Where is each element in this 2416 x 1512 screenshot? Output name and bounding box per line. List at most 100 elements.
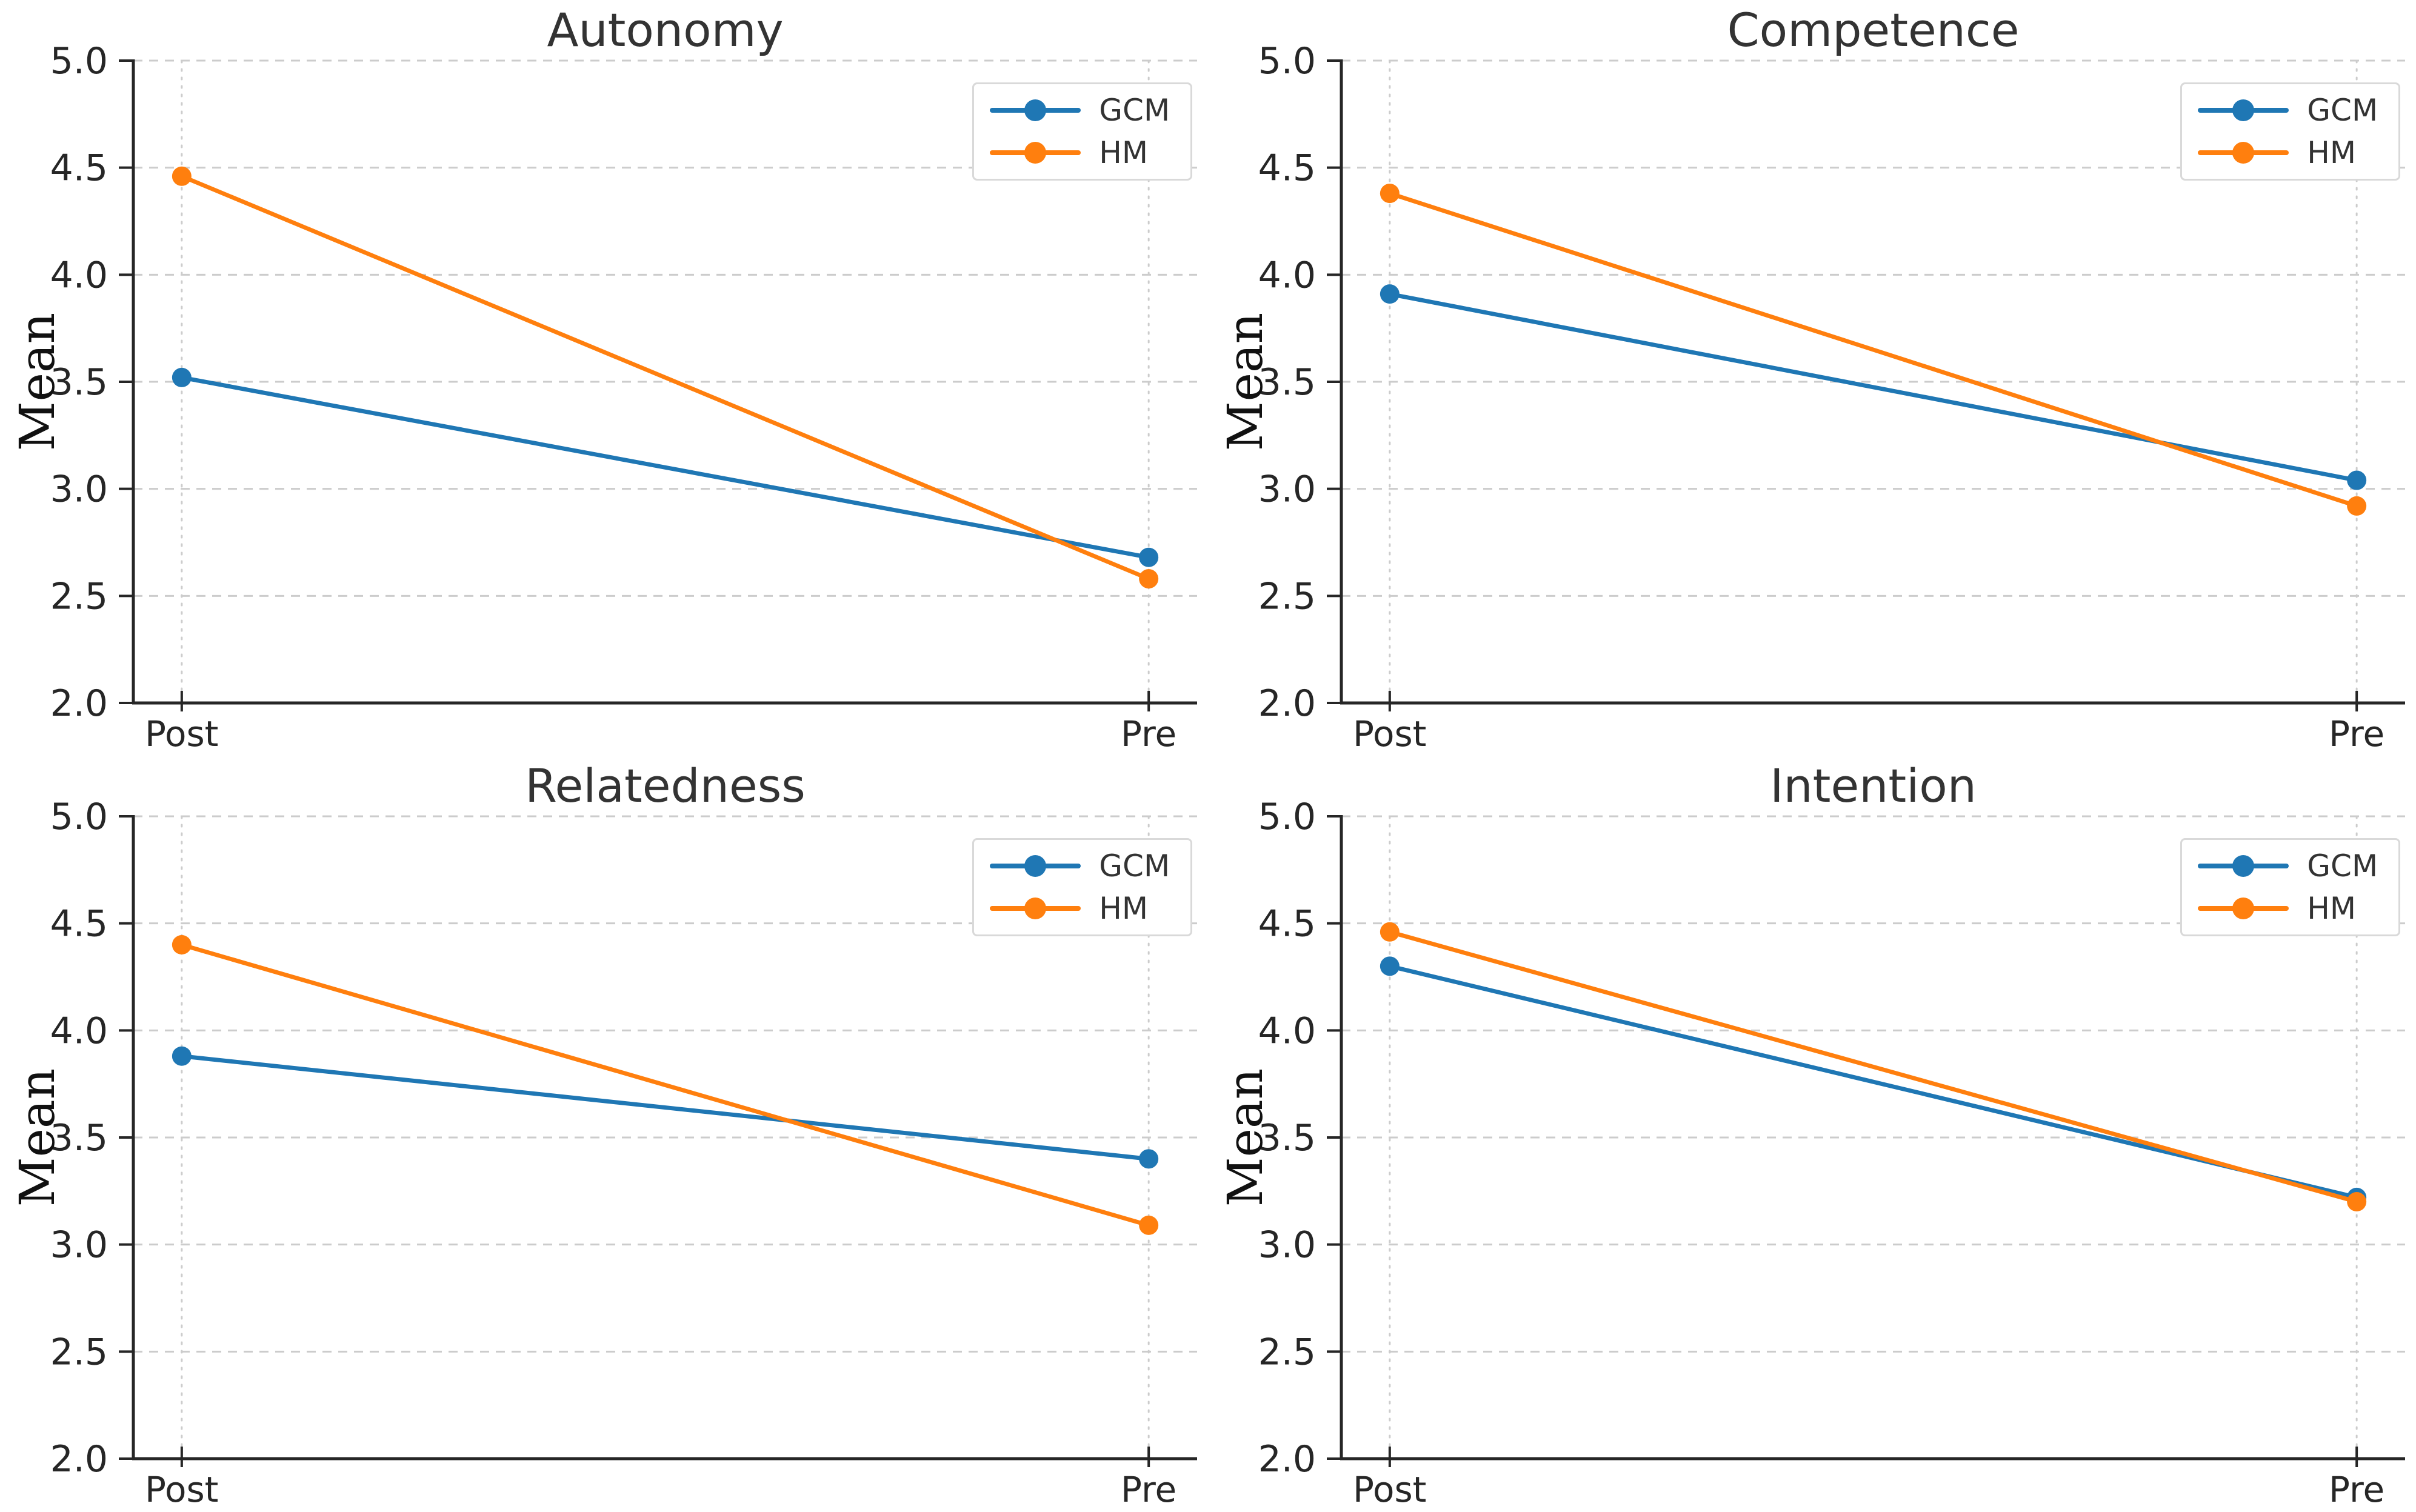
y-tick-label: 3.5	[1258, 361, 1316, 404]
legend-line-icon	[2198, 854, 2289, 877]
y-tick-label: 4.0	[1258, 1010, 1316, 1052]
data-point-hm-post	[172, 166, 192, 186]
y-tick-label: 2.5	[50, 575, 108, 618]
legend-marker-icon	[2232, 854, 2255, 877]
legend-line-icon	[990, 897, 1081, 919]
legend-entry-gcm: GCM	[990, 851, 1170, 881]
legend-marker-icon	[2232, 897, 2255, 919]
legend-entry-gcm: GCM	[990, 95, 1170, 125]
legend-label: HM	[1099, 890, 1149, 926]
legend-label: GCM	[1099, 848, 1170, 884]
y-tick-label: 4.5	[50, 903, 108, 945]
legend-line-icon	[990, 141, 1081, 164]
y-axis-label: Mean	[1217, 312, 1273, 451]
y-tick-label: 2.0	[50, 682, 108, 725]
y-tick-label: 4.5	[50, 147, 108, 190]
legend-line-icon	[2198, 897, 2289, 919]
y-tick-label: 5.0	[50, 40, 108, 82]
data-point-gcm-post	[1380, 284, 1400, 304]
legend-line-icon	[990, 99, 1081, 121]
legend-entry-hm: HM	[2198, 138, 2378, 168]
plot-title: Relatedness	[525, 759, 806, 813]
x-tick-label-post: Post	[145, 1468, 219, 1510]
series-line-gcm	[1387, 291, 2359, 483]
subplot-autonomy: 5.0 4.5 4.0 3.5 3.0 2.5 2.0 Autonomy Mean Post…	[0, 0, 1208, 756]
legend-marker-icon	[2232, 141, 2255, 164]
data-point-hm-pre	[1139, 1215, 1159, 1235]
subplot-intention: 5.0 4.5 4.0 3.5 3.0 2.5 2.0 Intention Mean Pos…	[1208, 756, 2416, 1511]
legend-label: HM	[1099, 135, 1149, 170]
series-line-hm	[1387, 191, 2359, 508]
y-tick-label: 3.0	[50, 1224, 108, 1267]
plot-area-autonomy: 5.0 4.5 4.0 3.5 3.0 2.5 2.0	[50, 40, 1197, 725]
y-tick-label: 3.0	[1258, 1224, 1316, 1267]
series-line-hm	[179, 174, 1151, 581]
plot-title: Competence	[1727, 3, 2020, 57]
y-tick-label: 5.0	[1258, 796, 1316, 838]
legend-label: GCM	[2307, 92, 2378, 128]
y-tick-label: 2.5	[50, 1331, 108, 1373]
data-point-hm-post	[1380, 922, 1400, 942]
plot-area-intention: 5.0 4.5 4.0 3.5 3.0 2.5 2.0	[1258, 796, 2405, 1480]
legend-entry-gcm: GCM	[2198, 851, 2378, 881]
subplot-competence: 5.0 4.5 4.0 3.5 3.0 2.5 2.0 Competence Mean Po…	[1208, 0, 2416, 756]
legend: GCM HM	[972, 838, 1193, 936]
y-tick-label: 2.0	[1258, 682, 1316, 725]
series-line-hm	[179, 942, 1151, 1228]
legend-marker-icon	[1024, 141, 1047, 164]
x-tick-label-pre: Pre	[2329, 713, 2385, 754]
legend-entry-hm: HM	[990, 893, 1170, 924]
plot-title: Intention	[1770, 759, 1977, 813]
legend: GCM HM	[972, 82, 1193, 181]
plot-area-relatedness: 5.0 4.5 4.0 3.5 3.0 2.5 2.0	[50, 796, 1197, 1480]
legend: GCM HM	[2180, 838, 2401, 936]
data-point-gcm-post	[172, 1046, 192, 1066]
y-tick-label: 5.0	[50, 796, 108, 838]
y-tick-label: 5.0	[1258, 40, 1316, 82]
legend-label: HM	[2307, 135, 2357, 170]
x-tick-label-post: Post	[1353, 1468, 1427, 1510]
y-axis-label: Mean	[9, 312, 65, 451]
legend-line-icon	[2198, 141, 2289, 164]
legend-marker-icon	[1024, 99, 1047, 121]
legend-marker-icon	[1024, 897, 1047, 919]
x-tick-label-post: Post	[1353, 713, 1427, 754]
legend-line-icon	[2198, 99, 2289, 121]
legend-label: HM	[2307, 890, 2357, 926]
data-point-hm-post	[172, 935, 192, 954]
data-point-gcm-pre	[1139, 547, 1159, 567]
data-point-gcm-post	[172, 367, 192, 387]
y-tick-label: 4.0	[50, 1010, 108, 1052]
x-tick-label-post: Post	[145, 713, 219, 754]
data-point-gcm-post	[1380, 956, 1400, 976]
data-point-gcm-pre	[2347, 470, 2367, 490]
y-tick-label: 4.5	[1258, 903, 1316, 945]
legend-entry-hm: HM	[990, 138, 1170, 168]
legend-marker-icon	[2232, 99, 2255, 121]
y-tick-label: 2.0	[1258, 1438, 1316, 1480]
y-tick-label: 4.5	[1258, 147, 1316, 190]
y-axis-label: Mean	[9, 1068, 65, 1207]
plot-area-competence: 5.0 4.5 4.0 3.5 3.0 2.5 2.0	[1258, 40, 2405, 725]
legend-label: GCM	[2307, 848, 2378, 884]
y-tick-label: 3.5	[1258, 1117, 1316, 1159]
data-point-hm-pre	[2347, 496, 2367, 516]
y-tick-label: 3.5	[50, 361, 108, 404]
subplot-relatedness: 5.0 4.5 4.0 3.5 3.0 2.5 2.0 Relatedness Mean P…	[0, 756, 1208, 1511]
series-line-hm	[1387, 930, 2359, 1204]
series-line-gcm	[179, 1054, 1151, 1161]
y-tick-label: 2.5	[1258, 575, 1316, 618]
legend-label: GCM	[1099, 92, 1170, 128]
y-tick-label: 3.0	[1258, 468, 1316, 511]
legend-line-icon	[990, 854, 1081, 877]
data-point-gcm-pre	[1139, 1149, 1159, 1169]
x-tick-label-pre: Pre	[1121, 713, 1177, 754]
x-tick-label-pre: Pre	[2329, 1468, 2385, 1510]
legend-entry-hm: HM	[2198, 893, 2378, 924]
y-axis-label: Mean	[1217, 1068, 1273, 1207]
x-tick-label-pre: Pre	[1121, 1468, 1177, 1510]
data-point-hm-pre	[2347, 1192, 2367, 1211]
y-tick-label: 2.0	[50, 1438, 108, 1480]
y-tick-label: 3.0	[50, 468, 108, 511]
